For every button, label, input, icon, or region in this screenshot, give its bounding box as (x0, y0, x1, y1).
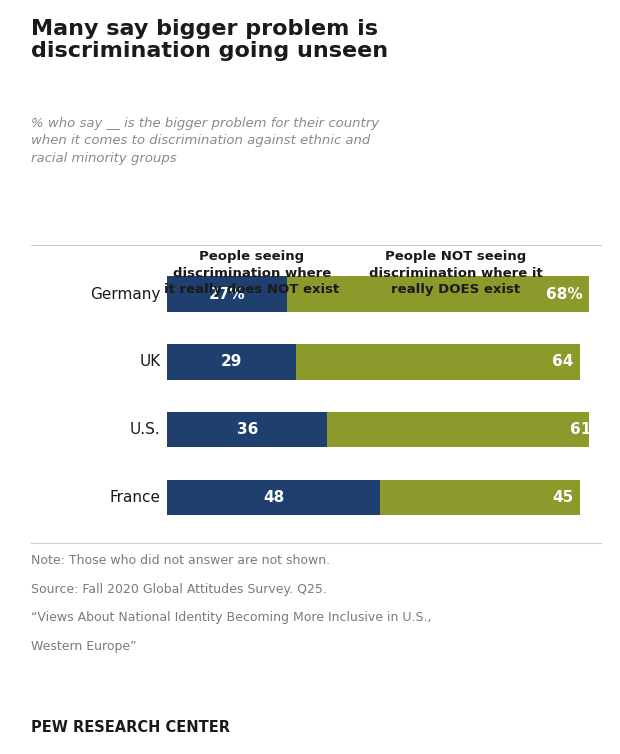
Text: PEW RESEARCH CENTER: PEW RESEARCH CENTER (31, 720, 230, 735)
Text: 36: 36 (237, 422, 258, 437)
Text: 68%: 68% (546, 287, 582, 302)
Text: 45: 45 (552, 490, 574, 505)
Bar (287, 277, 589, 311)
Bar (296, 345, 580, 379)
Bar (167, 277, 287, 311)
Bar (167, 345, 296, 379)
Text: UK: UK (140, 354, 161, 369)
Bar (327, 412, 598, 447)
Bar (381, 480, 580, 515)
Text: Germany: Germany (91, 287, 161, 302)
Text: 29: 29 (221, 354, 242, 369)
Text: 27%: 27% (209, 287, 246, 302)
Text: Note: Those who did not answer are not shown.: Note: Those who did not answer are not s… (31, 554, 330, 567)
Text: People NOT seeing
discrimination where it
really DOES exist: People NOT seeing discrimination where i… (369, 250, 542, 296)
Text: Source: Fall 2020 Global Attitudes Survey. Q25.: Source: Fall 2020 Global Attitudes Surve… (31, 583, 327, 596)
Text: Many say bigger problem is
discrimination going unseen: Many say bigger problem is discriminatio… (31, 19, 388, 61)
Text: 61: 61 (570, 422, 591, 437)
Text: “Views About National Identity Becoming More Inclusive in U.S.,: “Views About National Identity Becoming … (31, 611, 432, 624)
Bar (167, 480, 381, 515)
Text: U.S.: U.S. (130, 422, 161, 437)
Text: 48: 48 (264, 490, 285, 505)
Text: Western Europe”: Western Europe” (31, 640, 136, 653)
Text: People seeing
discrimination where
it really does NOT exist: People seeing discrimination where it re… (164, 250, 339, 296)
Text: France: France (110, 490, 161, 505)
Text: 64: 64 (552, 354, 574, 369)
Bar (167, 412, 327, 447)
Text: % who say __ is the bigger problem for their country
when it comes to discrimina: % who say __ is the bigger problem for t… (31, 117, 379, 165)
